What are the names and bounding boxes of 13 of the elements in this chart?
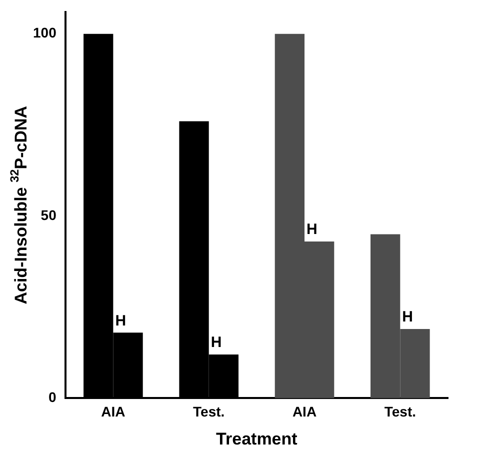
- text: H: [210, 334, 222, 352]
- y-axis-title: Acid-Insoluble 32P-cDNA: [7, 106, 31, 304]
- x-tick-label: Test.: [193, 403, 225, 420]
- text: H: [402, 308, 414, 326]
- text: H: [115, 312, 126, 330]
- y-tick-label: 50: [40, 206, 57, 223]
- x-tick-label: AIA: [292, 403, 317, 420]
- series-label: H: [306, 221, 318, 238]
- y-tick-label: 0: [48, 389, 57, 406]
- x-axis-title: Treatment: [216, 430, 298, 449]
- y-tick-label: 100: [33, 24, 57, 41]
- x-tick-label: AIA: [101, 403, 126, 420]
- x-tick-label: Test.: [384, 403, 416, 420]
